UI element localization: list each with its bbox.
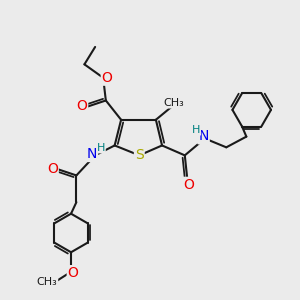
Text: O: O: [102, 71, 112, 85]
Text: O: O: [183, 178, 194, 192]
Text: N: N: [87, 147, 97, 161]
Text: S: S: [135, 148, 144, 162]
Text: H: H: [97, 143, 105, 153]
Text: N: N: [198, 129, 209, 143]
Text: O: O: [47, 162, 58, 176]
Text: CH₃: CH₃: [37, 277, 57, 287]
Text: O: O: [68, 266, 79, 280]
Text: H: H: [192, 125, 200, 135]
Text: CH₃: CH₃: [164, 98, 184, 108]
Text: O: O: [76, 99, 87, 113]
